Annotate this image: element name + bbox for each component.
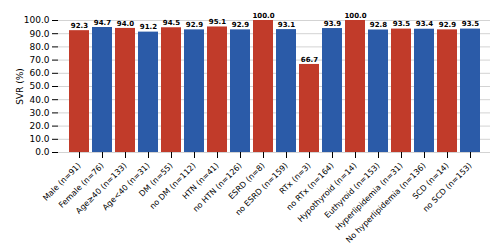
svg-text:80.0: 80.0 [29, 42, 49, 52]
svg-text:92.9: 92.9 [232, 21, 249, 29]
svg-text:94.0: 94.0 [117, 20, 134, 28]
svg-text:No hyperlipidemia (n=136): No hyperlipidemia (n=136) [344, 161, 427, 244]
svg-text:92.3: 92.3 [71, 22, 88, 30]
svg-text:66.7: 66.7 [301, 56, 318, 64]
svg-text:Hyperlipidemia (n=31): Hyperlipidemia (n=31) [333, 161, 405, 233]
svg-text:93.9: 93.9 [324, 20, 341, 28]
svg-text:RTx (n=3): RTx (n=3) [277, 161, 313, 196]
svg-text:no DM (n=112): no DM (n=112) [147, 161, 198, 211]
svg-text:100.0: 100.0 [344, 12, 366, 20]
svg-text:50.0: 50.0 [29, 81, 49, 91]
svg-text:92.9: 92.9 [439, 21, 456, 29]
svg-text:Age<40 (n=31): Age<40 (n=31) [100, 161, 152, 213]
svg-text:95.1: 95.1 [209, 18, 226, 26]
svg-text:92.8: 92.8 [370, 21, 387, 29]
svg-text:Euthyroid (n=153): Euthyroid (n=153) [322, 161, 382, 220]
svg-text:93.5: 93.5 [393, 20, 410, 28]
svg-text:SVR (%): SVR (%) [15, 68, 25, 105]
svg-text:93.5: 93.5 [462, 20, 479, 28]
svg-text:40.0: 40.0 [29, 95, 49, 105]
svg-text:93.1: 93.1 [278, 21, 295, 29]
svg-text:ESRD (n=8): ESRD (n=8) [226, 161, 267, 202]
svg-text:Hypothyroid (n=14): Hypothyroid (n=14) [296, 161, 359, 224]
svg-text:0.0: 0.0 [35, 147, 50, 157]
svg-text:Male (n=91): Male (n=91) [41, 161, 83, 203]
svg-text:93.4: 93.4 [416, 20, 433, 28]
svg-text:94.5: 94.5 [163, 19, 180, 27]
svg-text:100.0: 100.0 [24, 15, 50, 25]
svg-text:60.0: 60.0 [29, 68, 49, 78]
svg-text:70.0: 70.0 [29, 55, 49, 65]
svg-text:90.0: 90.0 [29, 29, 49, 39]
svg-text:30.0: 30.0 [29, 108, 49, 118]
svg-text:no HTN (n=126): no HTN (n=126) [191, 161, 244, 214]
svg-text:91.2: 91.2 [140, 23, 157, 31]
svg-text:Female (n=76): Female (n=76) [57, 161, 106, 210]
svg-text:SCD (n=14): SCD (n=14) [410, 161, 451, 202]
svg-text:94.7: 94.7 [94, 19, 111, 27]
svg-text:no RTx (n=164): no RTx (n=164) [284, 161, 336, 213]
svg-text:HTN (n=41): HTN (n=41) [180, 161, 221, 202]
svg-text:92.9: 92.9 [186, 21, 203, 29]
svg-text:100.0: 100.0 [252, 12, 274, 20]
svg-text:DM (n=55): DM (n=55) [137, 161, 175, 199]
svg-text:no SCD (n=153): no SCD (n=153) [421, 161, 473, 213]
svg-text:10.0: 10.0 [29, 134, 49, 144]
svg-text:20.0: 20.0 [29, 121, 49, 131]
svg-text:Age≥40 (n=133): Age≥40 (n=133) [74, 161, 129, 216]
svg-text:no ESRD (n=159): no ESRD (n=159) [233, 161, 290, 218]
